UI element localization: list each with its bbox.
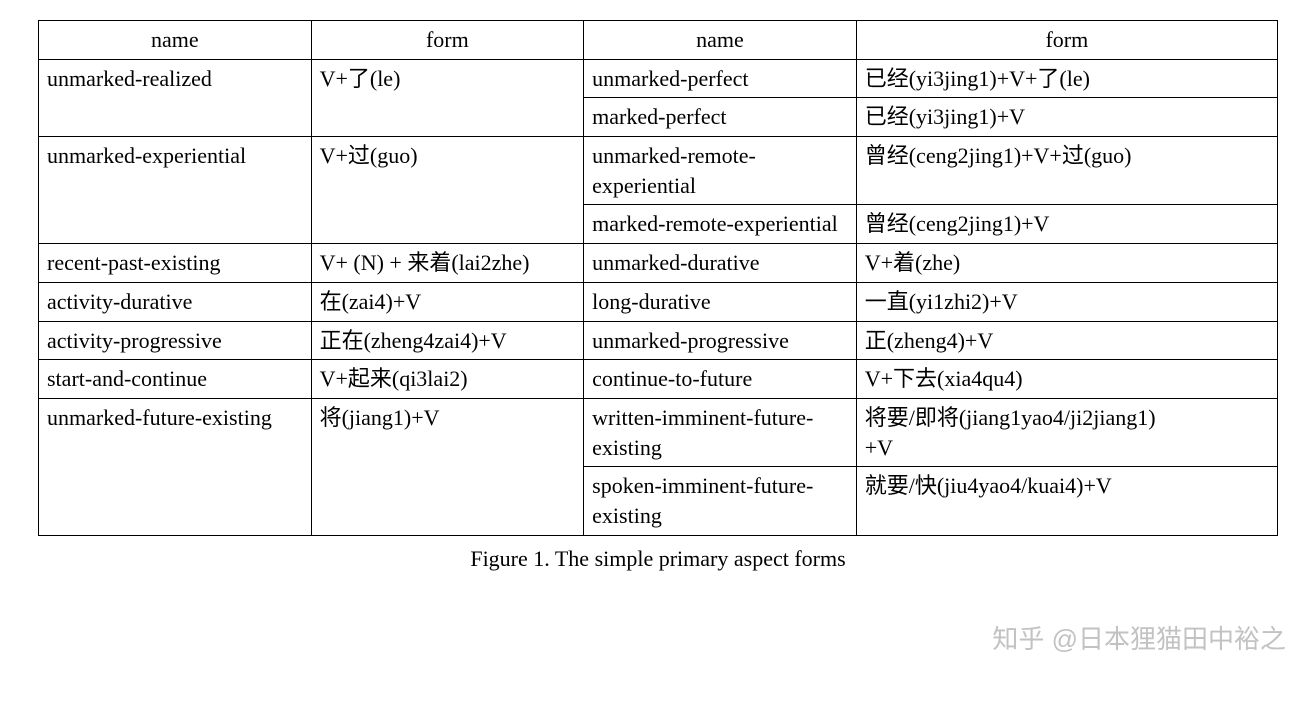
header-name-2: name (584, 21, 857, 60)
left-name-cell: unmarked-future-existing (39, 398, 312, 535)
right-name-cell: unmarked-progressive (584, 321, 857, 360)
header-form-1: form (311, 21, 584, 60)
left-name-cell: start-and-continue (39, 360, 312, 399)
right-form-cell: 正(zheng4)+V (856, 321, 1277, 360)
table-row: activity-durative在(zai4)+Vlong-durative一… (39, 282, 1278, 321)
right-name-cell: long-durative (584, 282, 857, 321)
right-form-cell: V+着(zhe) (856, 244, 1277, 283)
table-container: name form name form unmarked-realizedV+了… (38, 20, 1278, 572)
right-form-cell: 已经(yi3jing1)+V (856, 98, 1277, 137)
table-row: unmarked-future-existing将(jiang1)+Vwritt… (39, 398, 1278, 466)
left-form-cell: 将(jiang1)+V (311, 398, 584, 535)
left-form-cell: V+过(guo) (311, 137, 584, 244)
right-form-cell: 一直(yi1zhi2)+V (856, 282, 1277, 321)
left-form-cell: V+ (N) + 来着(lai2zhe) (311, 244, 584, 283)
right-form-cell: 曾经(ceng2jing1)+V+过(guo) (856, 137, 1277, 205)
aspect-forms-table: name form name form unmarked-realizedV+了… (38, 20, 1278, 536)
left-form-cell: 正在(zheng4zai4)+V (311, 321, 584, 360)
right-name-cell: written-imminent-future-existing (584, 398, 857, 466)
table-row: start-and-continueV+起来(qi3lai2)continue-… (39, 360, 1278, 399)
right-form-cell: 已经(yi3jing1)+V+了(le) (856, 59, 1277, 98)
right-name-cell: marked-perfect (584, 98, 857, 137)
watermark-text: 知乎 @日本狸猫田中裕之 (992, 619, 1286, 656)
left-form-cell: V+起来(qi3lai2) (311, 360, 584, 399)
right-name-cell: unmarked-durative (584, 244, 857, 283)
left-name-cell: recent-past-existing (39, 244, 312, 283)
right-name-cell: unmarked-remote-experiential (584, 137, 857, 205)
right-name-cell: continue-to-future (584, 360, 857, 399)
left-form-cell: V+了(le) (311, 59, 584, 136)
header-form-2: form (856, 21, 1277, 60)
left-name-cell: activity-progressive (39, 321, 312, 360)
table-row: unmarked-realizedV+了(le)unmarked-perfect… (39, 59, 1278, 98)
table-row: recent-past-existingV+ (N) + 来着(lai2zhe)… (39, 244, 1278, 283)
figure-caption: Figure 1. The simple primary aspect form… (38, 546, 1278, 572)
table-row: unmarked-experientialV+过(guo)unmarked-re… (39, 137, 1278, 205)
right-name-cell: spoken-imminent-future-existing (584, 467, 857, 535)
table-body: unmarked-realizedV+了(le)unmarked-perfect… (39, 59, 1278, 535)
right-form-cell: 就要/快(jiu4yao4/kuai4)+V (856, 467, 1277, 535)
left-name-cell: activity-durative (39, 282, 312, 321)
right-name-cell: marked-remote-experiential (584, 205, 857, 244)
right-name-cell: unmarked-perfect (584, 59, 857, 98)
right-form-cell: 曾经(ceng2jing1)+V (856, 205, 1277, 244)
left-name-cell: unmarked-realized (39, 59, 312, 136)
left-form-cell: 在(zai4)+V (311, 282, 584, 321)
left-name-cell: unmarked-experiential (39, 137, 312, 244)
header-name-1: name (39, 21, 312, 60)
right-form-cell: V+下去(xia4qu4) (856, 360, 1277, 399)
table-row: activity-progressive正在(zheng4zai4)+Vunma… (39, 321, 1278, 360)
right-form-cell: 将要/即将(jiang1yao4/ji2jiang1)+V (856, 398, 1277, 466)
table-header-row: name form name form (39, 21, 1278, 60)
